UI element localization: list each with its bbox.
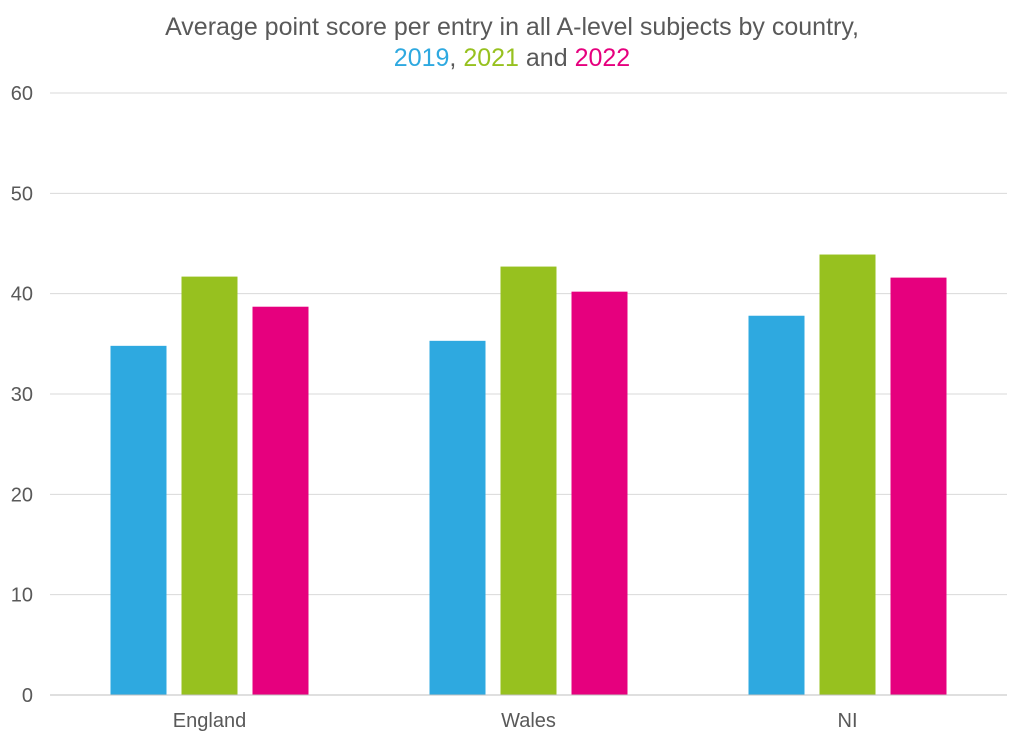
bar-england-2021 bbox=[181, 276, 238, 695]
y-tick-label: 40 bbox=[11, 284, 33, 306]
x-category-label: Wales bbox=[501, 710, 556, 732]
y-tick-label: 20 bbox=[11, 484, 33, 506]
title-separator-2: and bbox=[518, 44, 575, 72]
chart-title-line1: Average point score per entry in all A-l… bbox=[165, 13, 859, 41]
bar-ni-2019 bbox=[748, 315, 805, 695]
y-axis-ticks: 0 10 20 30 40 50 60 bbox=[11, 83, 33, 707]
y-tick-label: 10 bbox=[11, 585, 33, 607]
chart-title: Average point score per entry in all A-l… bbox=[0, 12, 1024, 74]
chart-title-line2: 2019, 2021 and 2022 bbox=[0, 43, 1024, 74]
bar-wales-2021 bbox=[500, 266, 557, 695]
y-tick-label: 50 bbox=[11, 183, 33, 205]
y-tick-label: 30 bbox=[11, 384, 33, 406]
bar-england-2022 bbox=[252, 306, 309, 695]
x-category-label: England bbox=[173, 710, 246, 732]
bar-ni-2022 bbox=[890, 277, 947, 695]
bar-wales-2019 bbox=[429, 340, 486, 695]
title-separator-1: , bbox=[449, 44, 464, 72]
x-category-label: NI bbox=[838, 710, 858, 732]
bar-ni-2021 bbox=[819, 254, 876, 695]
title-year-2019: 2019 bbox=[393, 44, 450, 72]
title-year-2022: 2022 bbox=[574, 44, 631, 72]
bar-wales-2022 bbox=[571, 291, 628, 695]
bar-england-2019 bbox=[110, 345, 167, 695]
title-year-2021: 2021 bbox=[463, 44, 519, 72]
x-axis: England Wales NI bbox=[50, 694, 1007, 732]
y-tick-label: 0 bbox=[22, 685, 33, 707]
y-tick-label: 60 bbox=[11, 83, 33, 105]
bars bbox=[110, 254, 947, 695]
